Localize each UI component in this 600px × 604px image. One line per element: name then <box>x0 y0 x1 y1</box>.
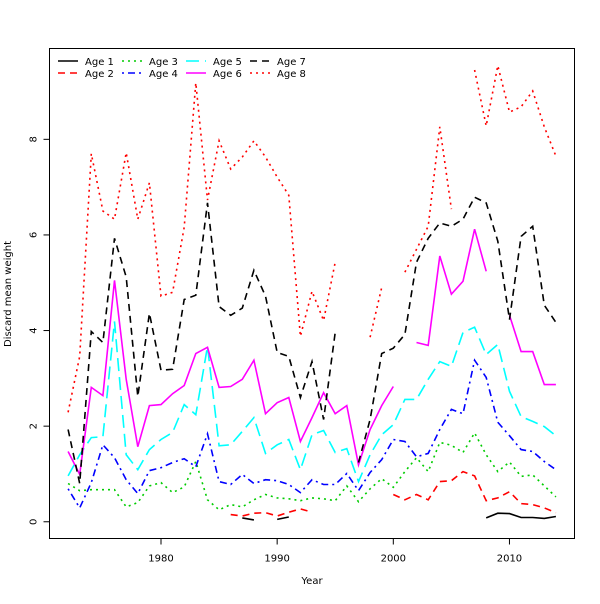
series-line-age-5 <box>67 321 557 484</box>
x-tick-label: 1980 <box>148 554 173 565</box>
series-line-age-2 <box>230 470 557 517</box>
y-tick-label: 4 <box>29 327 40 333</box>
x-tick-label: 2010 <box>497 554 522 565</box>
legend-label-age-2: Age 2 <box>85 69 114 80</box>
y-tick-label: 0 <box>29 519 40 525</box>
legend-label-age-3: Age 3 <box>149 57 178 68</box>
legend-label-age-4: Age 4 <box>149 69 178 80</box>
y-tick-label: 6 <box>29 232 40 238</box>
series-line-age-3 <box>67 431 557 511</box>
legend-label-age-6: Age 6 <box>213 69 242 80</box>
x-axis-label: Year <box>300 576 323 587</box>
legend-label-age-1: Age 1 <box>85 57 114 68</box>
legend-label-age-8: Age 8 <box>277 69 306 80</box>
series-line-age-6 <box>67 228 556 478</box>
y-axis-label: Discard mean weight <box>3 241 14 347</box>
series-line-age-7 <box>67 196 557 484</box>
x-tick-label: 2000 <box>381 554 406 565</box>
legend-label-age-7: Age 7 <box>277 57 306 68</box>
legend-label-age-5: Age 5 <box>213 57 242 68</box>
y-tick-label: 2 <box>29 423 40 429</box>
series-line-age-8 <box>67 65 557 413</box>
series-line-age-4 <box>67 358 557 510</box>
series-line-age-1 <box>242 512 557 521</box>
y-tick-label: 8 <box>29 136 40 142</box>
x-tick-label: 1990 <box>264 554 289 565</box>
